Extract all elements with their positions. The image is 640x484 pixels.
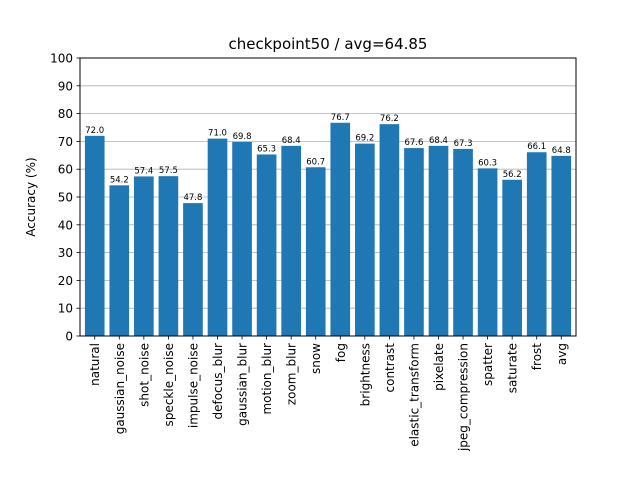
chart-title: checkpoint50 / avg=64.85: [229, 35, 428, 53]
bar-jpeg-compression: [453, 148, 473, 336]
bar-value-label: 47.8: [183, 193, 202, 203]
x-tick-label: natural: [88, 343, 102, 386]
bar-value-label: 76.2: [380, 114, 399, 124]
bar-value-label: 54.2: [110, 175, 129, 185]
bar-value-label: 69.2: [355, 134, 374, 144]
y-tick-label: 80: [58, 107, 73, 121]
y-tick-label: 60: [58, 163, 73, 177]
y-tick-label: 20: [58, 274, 73, 288]
bar-value-label: 64.8: [552, 146, 571, 156]
x-tick-label: saturate: [506, 343, 520, 393]
bar-snow: [305, 167, 326, 336]
bar-gaussian-blur: [232, 141, 252, 336]
bar-brightness: [355, 143, 375, 336]
y-tick-label: 90: [58, 79, 73, 93]
bar-spatter: [477, 168, 498, 336]
bar-natural: [84, 135, 105, 336]
bar-value-label: 57.5: [159, 166, 178, 176]
y-tick-label: 100: [50, 52, 73, 66]
x-tick-label: gaussian_noise: [113, 343, 127, 434]
bar-frost: [526, 152, 547, 336]
bar-shot-noise: [134, 176, 154, 336]
y-tick-label: 0: [65, 330, 73, 344]
y-tick-label: 70: [58, 135, 73, 149]
bar-pixelate: [428, 145, 449, 336]
x-tick-label: jpeg_compression: [457, 343, 471, 452]
bar-value-label: 68.4: [429, 136, 448, 146]
x-tick-label: contrast: [383, 343, 397, 393]
x-tick-label: spatter: [481, 343, 495, 386]
bar-zoom-blur: [281, 145, 301, 336]
bar-value-label: 67.6: [404, 138, 423, 148]
bar-defocus-blur: [207, 138, 228, 336]
y-tick-label: 30: [58, 246, 73, 260]
y-tick-label: 10: [58, 302, 73, 316]
x-tick-label: brightness: [358, 343, 372, 406]
x-axis-ticks: natural gaussian_noise shot_noise speckle_n…: [88, 336, 569, 452]
x-tick-label: fog: [334, 343, 348, 362]
bar-impulse-noise: [183, 203, 203, 336]
bar-elastic-transform: [404, 148, 424, 336]
x-tick-label: motion_blur: [260, 343, 274, 415]
x-tick-label: defocus_blur: [211, 343, 225, 420]
bar-value-label: 69.8: [233, 132, 252, 142]
bar-value-label: 71.0: [208, 129, 227, 139]
x-tick-label: avg: [555, 343, 569, 365]
bar-value-label: 68.4: [282, 136, 301, 146]
bar-saturate: [502, 179, 522, 336]
y-axis-label: Accuracy (%): [24, 157, 38, 236]
bar-value-label: 72.0: [85, 126, 104, 136]
bar-value-label: 66.1: [527, 142, 546, 152]
bar-value-label: 76.7: [331, 113, 350, 123]
y-axis-ticks: 0 10 20 30 40 50 60 70 80 90 100: [50, 52, 80, 344]
bar-fog: [330, 122, 351, 336]
x-tick-label: zoom_blur: [285, 343, 299, 405]
bar-value-label: 56.2: [503, 170, 522, 180]
bar-contrast: [379, 124, 400, 336]
bar-value-label: 67.3: [454, 139, 473, 149]
bar-value-label: 65.3: [257, 144, 276, 154]
x-tick-label: speckle_noise: [162, 343, 176, 426]
y-tick-label: 40: [58, 218, 73, 232]
bar-speckle-noise: [158, 176, 179, 336]
x-tick-label: elastic_transform: [407, 343, 421, 447]
bar-value-labels: 72.0 54.2 57.4 57.5 47.8 71.0 69.8 65.3 68.4 60.7…: [85, 113, 570, 203]
x-tick-label: pixelate: [432, 343, 446, 391]
y-tick-label: 50: [58, 191, 73, 205]
bar-value-label: 57.4: [134, 166, 153, 176]
x-tick-label: frost: [530, 343, 544, 370]
bars: [84, 122, 572, 336]
gridlines: [80, 57, 576, 337]
bar-gaussian-noise: [109, 185, 130, 336]
x-tick-label: shot_noise: [137, 343, 151, 407]
bar-value-label: 60.7: [306, 157, 325, 167]
x-tick-label: gaussian_blur: [236, 343, 250, 426]
x-tick-label: impulse_noise: [186, 343, 200, 428]
x-tick-label: snow: [309, 343, 323, 374]
bar-motion-blur: [256, 154, 277, 336]
bar-value-label: 60.3: [478, 158, 497, 168]
bar-avg: [551, 155, 572, 336]
